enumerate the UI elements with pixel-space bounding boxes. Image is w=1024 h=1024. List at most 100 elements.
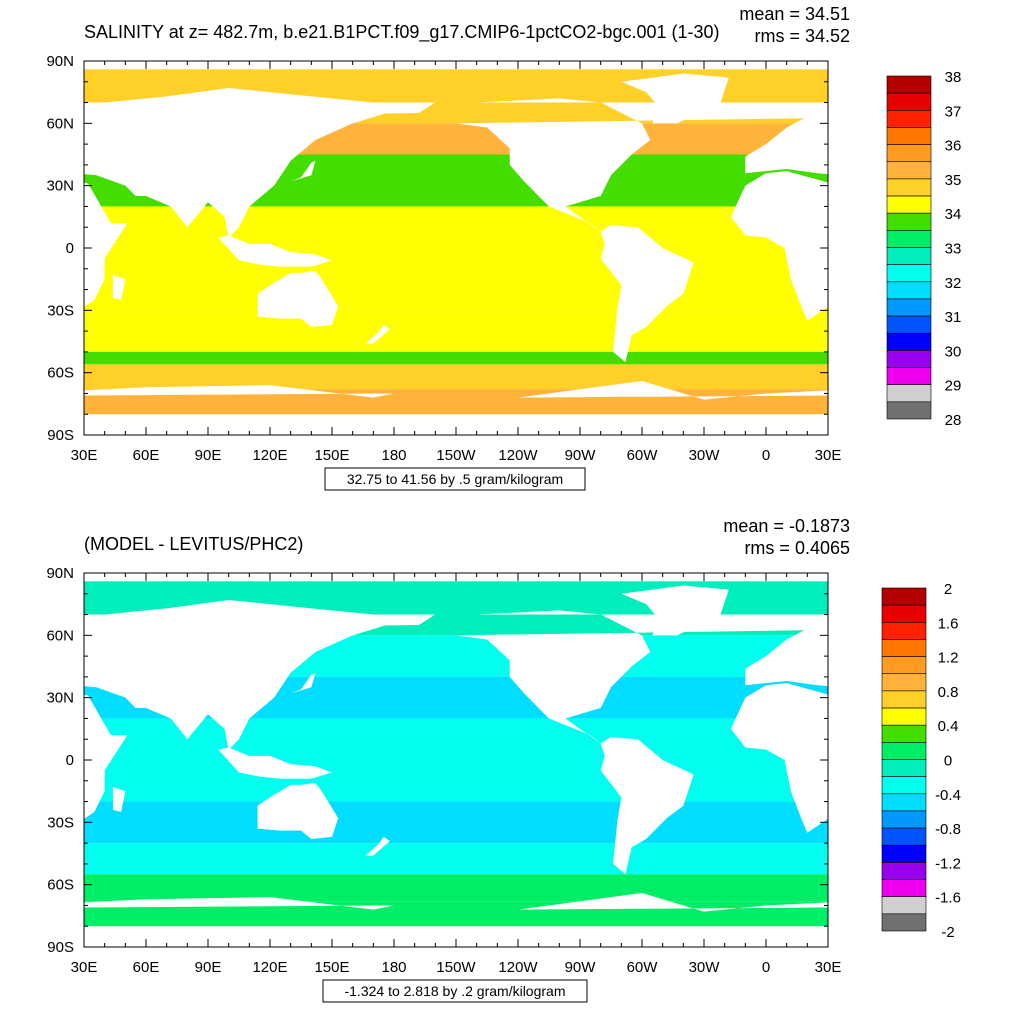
colorbar: 38 37 36 35 34 33 32 31 30 29 28	[886, 69, 962, 429]
x-tick-label: 60W	[627, 447, 659, 464]
colorbar-swatch	[881, 810, 927, 829]
y-tick-label: 30S	[47, 302, 74, 319]
x-tick-label: 90E	[195, 959, 222, 976]
colorbar-swatch	[886, 298, 932, 317]
mean-label: mean = 34.51	[739, 4, 850, 24]
y-tick-label: 60S	[47, 877, 74, 894]
x-tick-label: 90W	[565, 447, 597, 464]
colorbar-label: 31	[945, 309, 962, 326]
x-tick-label: 0	[762, 447, 770, 464]
colorbar-swatch	[881, 742, 927, 760]
x-tick-label: 120E	[252, 959, 287, 976]
land-mask	[84, 73, 828, 435]
mean-label: mean = -0.1873	[723, 516, 850, 536]
colorbar-swatch	[886, 401, 932, 420]
panel-1: 30E 60E 90E 120E 150E 180 150W 120W 90W 60W 30W 0 30…	[46, 4, 962, 491]
colorbar-label: -2	[941, 924, 954, 941]
x-tick-label: 120E	[252, 447, 287, 464]
colorbar-swatch	[886, 367, 932, 385]
colorbar-swatch	[886, 75, 932, 94]
x-tick-label: 30E	[815, 447, 842, 464]
y-tick-label: 90N	[46, 53, 74, 70]
colorbar-swatch	[881, 639, 927, 657]
colorbar-label: 36	[945, 138, 962, 155]
y-tick-label: 90N	[46, 565, 74, 582]
colorbar-swatch	[886, 264, 932, 283]
colorbar-swatch	[886, 161, 932, 180]
colorbar-swatch	[886, 247, 932, 265]
colorbar-label: 1.6	[938, 615, 959, 632]
colorbar-swatch	[886, 332, 932, 351]
y-axis: 90N 60N 30N 0 30S 60S 90S	[46, 53, 828, 444]
x-tick-label: 180	[381, 447, 406, 464]
colorbar-swatch	[881, 673, 927, 692]
contour-info-text: 32.75 to 41.56 by .5 gram/kilogram	[347, 471, 563, 487]
colorbar-swatch	[881, 707, 927, 726]
colorbar-swatch	[886, 350, 932, 368]
contour-info-box	[322, 979, 588, 1003]
colorbar-label: 0	[944, 753, 952, 770]
colorbar-swatch	[886, 195, 932, 214]
y-tick-label: 60N	[46, 115, 74, 132]
y-tick-label: 0	[66, 240, 74, 257]
colorbar-swatch	[881, 913, 927, 932]
colorbar-swatch	[881, 690, 927, 709]
panel-title: SALINITY at z= 482.7m, b.e21.B1PCT.f09_g…	[84, 22, 720, 43]
colorbar-swatch	[881, 827, 927, 846]
colorbar-label: 29	[945, 378, 962, 395]
land-mask	[84, 585, 828, 947]
x-axis: 30E 60E 90E 120E 150E 180 150W 120W 90W 60W 30W 0 30…	[71, 573, 841, 976]
colorbar-swatch	[881, 793, 927, 812]
colorbar-swatch	[881, 844, 927, 863]
x-tick-label: 60E	[133, 447, 160, 464]
y-tick-label: 90S	[47, 427, 74, 444]
x-tick-label: 0	[762, 959, 770, 976]
colorbar-swatch	[881, 759, 927, 777]
ocean-field	[84, 69, 828, 415]
colorbar-swatch	[886, 127, 932, 145]
colorbar-swatch	[881, 587, 927, 606]
colorbar-label: -1.6	[935, 890, 961, 907]
rms-label: rms = 0.4065	[744, 538, 850, 558]
x-tick-label: 90E	[195, 447, 222, 464]
x-tick-label: 150E	[314, 447, 349, 464]
x-tick-label: 90W	[565, 959, 597, 976]
colorbar-swatch	[886, 212, 932, 231]
y-tick-label: 30S	[47, 814, 74, 831]
colorbar-label: 38	[945, 69, 962, 86]
colorbar-swatch	[886, 315, 932, 334]
colorbar-swatch	[881, 724, 927, 743]
x-axis: 30E 60E 90E 120E 150E 180 150W 120W 90W 60W 30W 0 30…	[71, 61, 842, 464]
y-tick-label: 30N	[46, 178, 74, 195]
y-tick-label: 0	[66, 752, 74, 769]
colorbar-swatch	[886, 144, 932, 163]
y-tick-label: 60S	[47, 365, 74, 382]
colorbar-label: 34	[945, 206, 962, 223]
x-tick-label: 150E	[314, 959, 349, 976]
colorbar-swatch	[881, 656, 927, 675]
x-tick-label: 30E	[71, 447, 98, 464]
x-tick-label: 150W	[436, 959, 476, 976]
rms-label: rms = 34.52	[754, 26, 850, 46]
colorbar-swatch	[881, 604, 927, 623]
colorbar-swatch	[886, 384, 932, 403]
colorbar-swatch	[886, 92, 932, 111]
x-tick-label: 60E	[133, 959, 160, 976]
colorbar-label: -0.4	[935, 787, 961, 804]
x-tick-label: 60W	[627, 959, 659, 976]
y-tick-label: 90S	[47, 939, 74, 956]
x-tick-label: 180	[381, 959, 406, 976]
x-tick-label: 150W	[436, 447, 476, 464]
colorbar-swatch	[881, 862, 927, 880]
colorbar-swatch	[886, 230, 932, 248]
colorbar-swatch	[881, 896, 927, 915]
contour-info-box	[324, 467, 586, 491]
colorbar-label: 37	[945, 103, 962, 120]
y-axis: 90N 60N 30N 0 30S 60S 90S	[46, 565, 828, 956]
colorbar-swatch	[886, 281, 932, 300]
x-tick-label: 120W	[498, 447, 538, 464]
colorbar-label: -1.2	[935, 855, 961, 872]
y-tick-label: 60N	[46, 627, 74, 644]
colorbar-swatch	[886, 110, 932, 128]
